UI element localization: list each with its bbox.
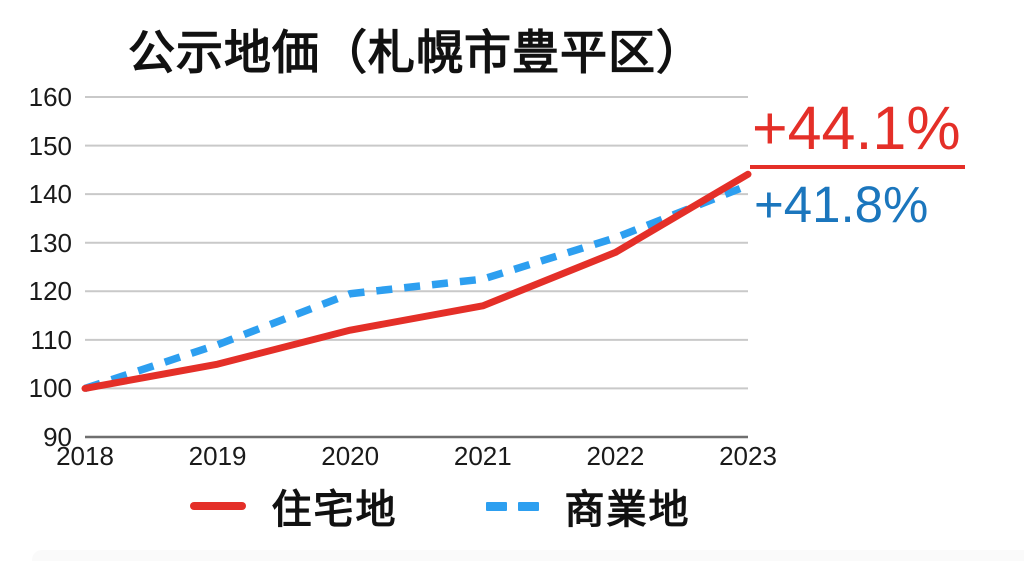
x-tick-label: 2018 <box>56 441 114 471</box>
dash-segment <box>517 501 539 511</box>
annotations: +44.1% +41.8% <box>750 98 965 230</box>
y-axis: 90 100 110 120 130 140 150 160 <box>0 0 72 470</box>
dash-segment <box>485 501 507 511</box>
series-line-residential <box>81 170 752 392</box>
chart-title: 公示地価（札幌市豊平区） <box>128 26 704 79</box>
y-tick-label: 110 <box>30 324 72 355</box>
y-tick-label: 130 <box>28 227 72 258</box>
y-tick-label: 140 <box>28 179 72 210</box>
y-tick-label: 90 <box>43 422 72 452</box>
legend-item-residential: 住宅地 <box>189 477 398 535</box>
y-tick-label: 150 <box>28 130 72 161</box>
x-tick-label: 2019 <box>188 441 247 471</box>
x-axis: 2018 2019 2020 2021 2022 2023 <box>56 441 777 471</box>
x-tick-label: 2022 <box>586 441 645 471</box>
commercial-legend-label: 商業地 <box>564 488 691 532</box>
y-tick-label: 100 <box>28 373 72 404</box>
footer-strip <box>32 550 1024 561</box>
series-line-commercial <box>83 181 750 392</box>
y-tick-label: 160 <box>28 82 72 112</box>
y-tick-label: 120 <box>28 276 72 307</box>
commercial-change-label: +41.8% <box>754 176 929 233</box>
chart-legend: 住宅地 商業地 <box>120 477 760 535</box>
x-tick-label: 2023 <box>719 441 777 471</box>
residential-line-swatch <box>189 502 246 510</box>
x-tick-label: 2021 <box>453 441 512 471</box>
residential-legend-label: 住宅地 <box>271 488 398 532</box>
x-tick-label: 2020 <box>321 441 380 471</box>
commercial-line-swatch <box>485 501 539 511</box>
residential-change-label: +44.1% <box>750 98 965 169</box>
legend-item-commercial: 商業地 <box>485 477 691 535</box>
